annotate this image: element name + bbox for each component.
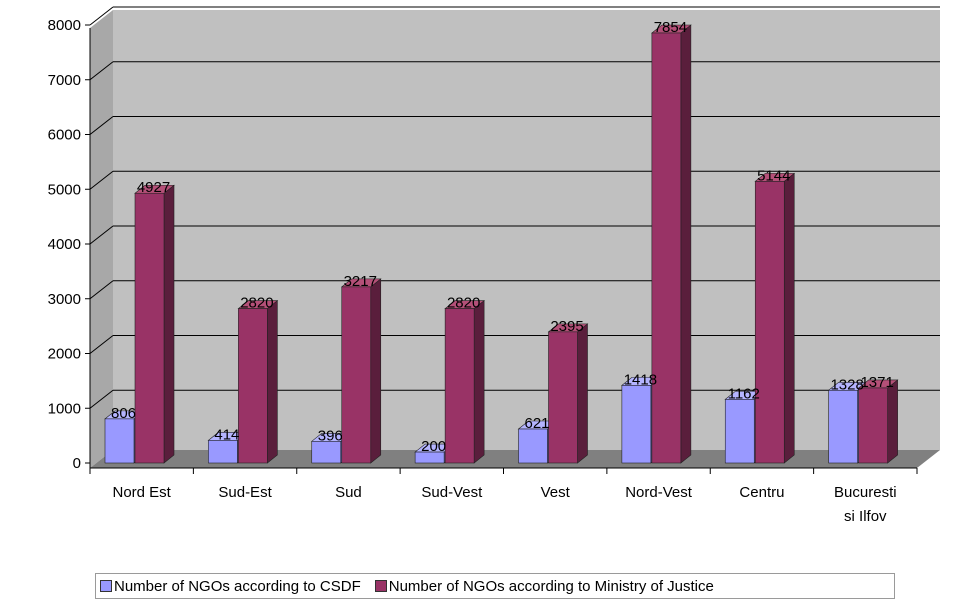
y-tick-label: 5000	[48, 181, 81, 198]
bar-front	[341, 286, 372, 464]
gridline-diagonal	[89, 170, 114, 190]
legend-label-csdf: Number of NGOs according to CSDF	[114, 577, 361, 595]
data-label: 5144	[757, 167, 790, 184]
bar-front	[724, 399, 755, 464]
y-tick-label: 4000	[48, 236, 81, 253]
bar-side	[473, 299, 485, 464]
bar-side	[163, 184, 175, 464]
y-tick-label: 0	[73, 455, 81, 472]
bar-moj-3	[444, 299, 485, 464]
data-labels: 806 4927 414 2820 396 3217 200 2820 621 2395 1418 7…	[111, 19, 894, 455]
gridline-diagonal	[89, 6, 114, 26]
y-tick-label: 7000	[48, 72, 81, 89]
data-label: 806	[111, 405, 136, 422]
data-label: 2820	[447, 295, 480, 312]
bar-front	[104, 418, 135, 464]
bar-front	[444, 308, 475, 464]
bar-side	[267, 299, 278, 464]
x-tick-label: Centru	[739, 484, 784, 501]
y-tick-label: 6000	[48, 127, 81, 144]
chart-side-wall	[90, 10, 113, 468]
data-label: 621	[524, 415, 549, 432]
x-tick-label: Sud-Est	[218, 484, 272, 501]
gridline-diagonal	[89, 225, 114, 245]
bar-side	[887, 379, 898, 464]
bar-front	[208, 440, 238, 464]
y-tick-label: 2000	[48, 346, 81, 363]
data-label: 1418	[624, 371, 657, 388]
x-tick-label: Nord Est	[113, 484, 172, 501]
bar-side	[370, 278, 382, 464]
bar-front	[621, 385, 652, 464]
data-label: 1328	[830, 376, 863, 393]
data-label: 414	[214, 426, 239, 443]
bar-front	[548, 331, 578, 464]
legend-label-ministry-of-justice: Number of NGOs according to Ministry of …	[388, 577, 714, 595]
bar-moj-0	[134, 184, 175, 464]
bar-front	[134, 192, 165, 464]
legend: Number of NGOs according to CSDF Number …	[95, 573, 895, 599]
data-label: 3217	[344, 273, 377, 290]
bar-side	[783, 172, 795, 464]
legend-item-csdf: Number of NGOs according to CSDF	[100, 578, 361, 595]
bar-front	[754, 181, 785, 464]
chart-back-wall	[113, 10, 940, 450]
legend-item-ministry-of-justice: Number of NGOs according to Ministry of …	[374, 577, 714, 595]
data-label: 2395	[550, 318, 583, 335]
x-tick-label: Bucuresti	[834, 484, 897, 501]
gridline-diagonal	[89, 335, 114, 354]
bar-front	[651, 32, 682, 464]
x-tick-label: Sud	[335, 484, 362, 501]
bar-side	[680, 24, 692, 464]
x-tick-label: Nord-Vest	[625, 484, 693, 501]
gridline-diagonal	[89, 116, 114, 135]
data-label: 200	[421, 438, 446, 455]
x-tick-label: si Ilfov	[844, 508, 887, 525]
bar-front	[414, 451, 445, 464]
bar-front	[858, 387, 888, 464]
data-label: 2820	[240, 295, 273, 312]
data-label: 396	[318, 427, 343, 444]
y-tick-label: 3000	[48, 291, 81, 308]
bar-front	[311, 441, 342, 464]
y-tick-label: 8000	[48, 17, 81, 34]
bar-moj-5	[651, 24, 692, 464]
bar-side	[577, 323, 588, 464]
y-tick-label: 1000	[48, 400, 81, 417]
legend-swatch-ministry-of-justice	[374, 580, 387, 592]
gridline-diagonal	[89, 280, 114, 300]
data-label: 1371	[860, 374, 893, 391]
gridline-diagonal	[89, 389, 114, 409]
bar-chart: 0 1000 2000 3000 4000 5000 6000 7000 8000 806 492…	[48, 6, 940, 525]
legend-swatch-csdf	[100, 580, 112, 592]
x-tick-label: Vest	[541, 484, 571, 501]
y-axis-ticks: 0 1000 2000 3000 4000 5000 6000 7000 8000	[48, 17, 90, 472]
bar-moj-7	[857, 379, 899, 464]
bar-front	[518, 428, 548, 464]
gridline-diagonal	[89, 61, 114, 81]
data-label: 1162	[728, 385, 760, 402]
data-label: 7854	[654, 19, 687, 36]
bar-moj-2	[340, 278, 382, 464]
x-tick-label: Sud-Vest	[421, 484, 483, 501]
bar-front	[238, 308, 268, 464]
data-label: 4927	[137, 179, 170, 196]
bar-moj-4	[547, 323, 589, 464]
x-axis-labels: Nord Est Sud-Est Sud Sud-Vest Vest Nord-Vest C…	[89, 468, 918, 525]
bar-front	[828, 389, 858, 464]
bar-moj-6	[754, 172, 796, 464]
bar-moj-1	[237, 299, 279, 464]
bars	[104, 24, 899, 464]
